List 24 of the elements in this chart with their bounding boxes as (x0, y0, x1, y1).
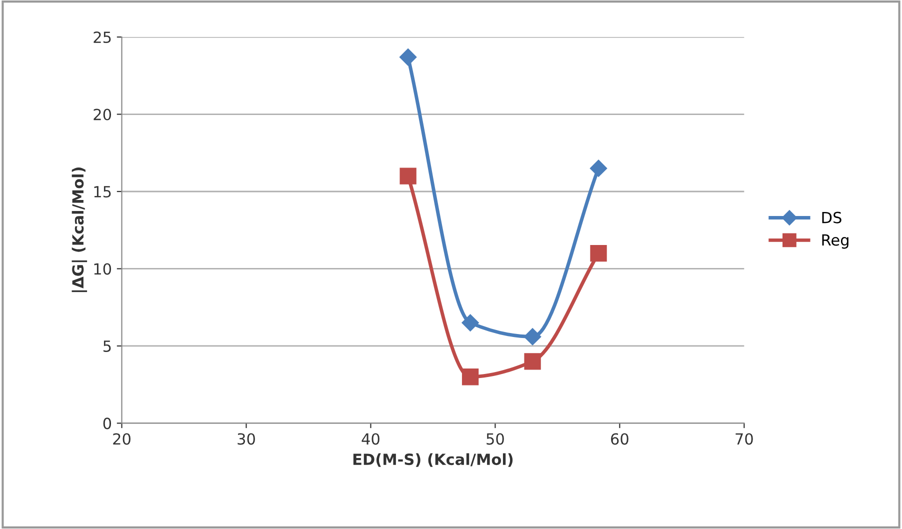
x-tick-label: 70 (736, 433, 753, 445)
point (524, 353, 541, 370)
y-tick-label: 5 (104, 340, 111, 352)
point (524, 328, 542, 346)
point (462, 314, 479, 332)
y-tick-label: 0 (103, 418, 112, 430)
x-tick-label: 30 (238, 433, 255, 445)
y-tick-label: 20 (94, 108, 112, 120)
x-tick-label: 50 (486, 433, 504, 445)
legend-label: Reg (822, 234, 848, 249)
x-tick-label: 20 (113, 433, 130, 445)
point (400, 168, 416, 184)
y-tick-label: 25 (94, 31, 111, 44)
x-axis-title: ED(M-S) (Kcal/Mol) (353, 453, 513, 467)
y-tick-label: 15 (94, 186, 111, 198)
x-tick-label: 40 (362, 433, 380, 445)
point (590, 244, 607, 262)
point (400, 48, 417, 66)
y-tick-label: 10 (94, 263, 112, 275)
legend-label: DS (822, 212, 842, 224)
point (462, 368, 479, 386)
y-axis-title: |ΔG| (Kcal/Mol) (72, 168, 88, 292)
point (590, 160, 608, 177)
x-tick-label: 60 (611, 433, 628, 445)
